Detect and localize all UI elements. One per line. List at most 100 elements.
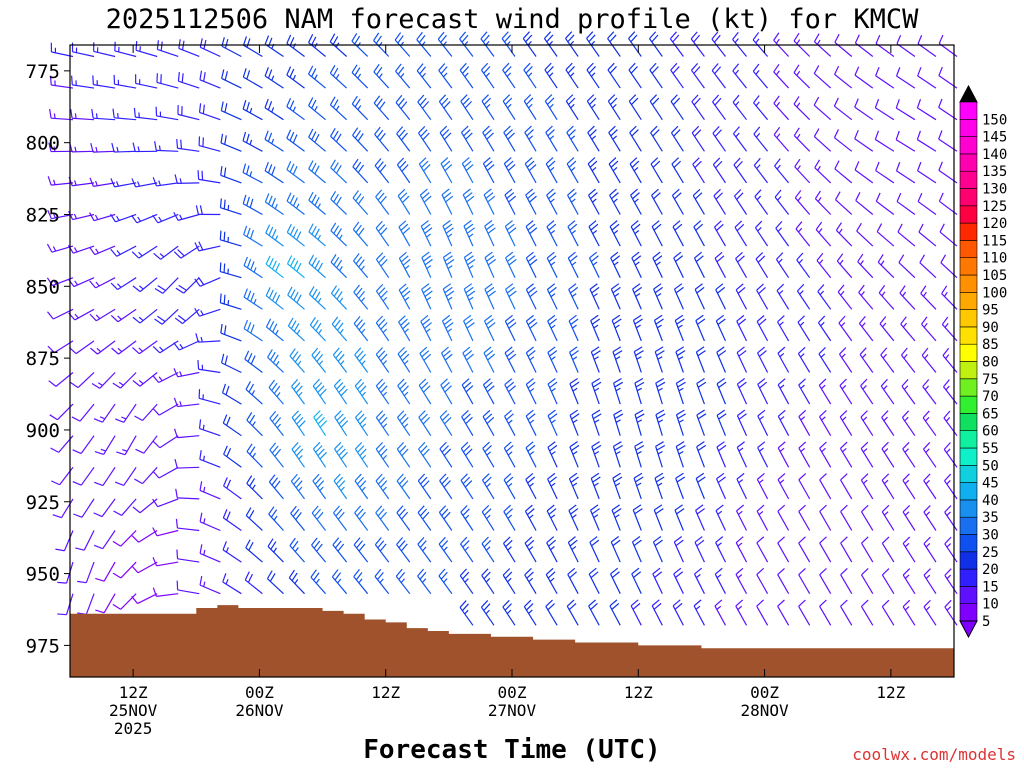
- barb-half-flag: [572, 356, 578, 361]
- barb-flag: [504, 66, 512, 74]
- barb-half-flag: [549, 103, 554, 109]
- barb-flag: [943, 410, 951, 419]
- colorbar-tick-label: 40: [982, 493, 999, 509]
- barb-flag: [89, 212, 95, 221]
- barb-flag: [485, 192, 494, 199]
- barb-shaft: [438, 543, 453, 563]
- barb-flag: [548, 286, 557, 294]
- wind-barb: [798, 473, 811, 500]
- barb-flag: [854, 98, 859, 108]
- barb-flag: [508, 195, 517, 203]
- wind-barb: [544, 62, 558, 89]
- barb-flag: [653, 536, 662, 543]
- barb-flag: [838, 315, 846, 324]
- barb-flag: [91, 108, 94, 119]
- barb-flag: [249, 198, 254, 208]
- barb-flag: [656, 350, 665, 356]
- barb-shaft: [439, 448, 453, 468]
- wind-barb: [286, 192, 305, 215]
- barb-flag: [504, 34, 512, 43]
- barb-flag: [861, 568, 869, 576]
- barb-shaft: [673, 257, 684, 278]
- barb-flag: [757, 441, 766, 449]
- barb-flag: [525, 504, 533, 512]
- barb-shaft: [875, 170, 895, 184]
- wind-barb: [47, 176, 74, 186]
- barb-flag: [334, 540, 342, 549]
- barb-flag: [693, 599, 702, 607]
- barb-shaft: [354, 512, 369, 531]
- wind-barb: [879, 316, 895, 342]
- wind-barb: [463, 251, 476, 278]
- barb-half-flag: [421, 578, 427, 583]
- barb-flag: [818, 378, 827, 386]
- barb-half-flag: [314, 106, 318, 112]
- barb-flag: [224, 355, 228, 365]
- barb-flag: [897, 223, 903, 233]
- barb-shaft: [291, 385, 306, 405]
- barb-flag: [716, 441, 725, 448]
- barb-flag: [462, 445, 471, 453]
- colorbar-tick-label: 50: [982, 458, 999, 474]
- wind-barb: [671, 188, 684, 215]
- barb-half-flag: [902, 322, 907, 328]
- barb-shaft: [101, 498, 116, 517]
- barb-flag: [487, 290, 496, 298]
- barb-flag: [274, 417, 282, 426]
- barb-half-flag: [271, 75, 275, 81]
- barb-flag: [752, 63, 760, 72]
- barb-flag: [566, 157, 575, 165]
- wind-barb: [156, 73, 179, 89]
- barb-shaft: [716, 415, 727, 436]
- barb-shaft: [587, 163, 600, 184]
- barb-flag: [461, 125, 469, 133]
- wind-barb: [652, 536, 663, 563]
- barb-flag: [333, 473, 341, 482]
- wind-barb: [923, 505, 937, 531]
- barb-flag: [653, 504, 663, 511]
- barb-half-flag: [529, 482, 534, 487]
- barb-half-flag: [634, 230, 640, 235]
- barb-half-flag: [796, 102, 801, 108]
- barb-flag: [333, 193, 339, 203]
- wind-barb: [397, 188, 411, 215]
- barb-shaft: [222, 581, 242, 595]
- barb-flag: [421, 283, 430, 290]
- wind-barb: [438, 94, 453, 121]
- barb-flag: [651, 188, 659, 196]
- barb-half-flag: [758, 510, 764, 516]
- wind-barb: [693, 599, 705, 626]
- barb-flag: [375, 252, 384, 260]
- barb-shaft: [544, 100, 558, 121]
- wind-barb: [941, 285, 958, 310]
- barb-flag: [379, 543, 387, 552]
- barb-half-flag: [464, 546, 470, 551]
- barb-flag: [614, 381, 624, 388]
- barb-shaft: [732, 39, 747, 57]
- wind-barb: [114, 41, 137, 58]
- barb-shaft: [334, 448, 348, 468]
- barb-shaft: [118, 340, 137, 355]
- barb-flag: [738, 413, 747, 420]
- barb-flag: [566, 599, 575, 607]
- barb-shaft: [735, 574, 748, 594]
- barb-flag: [591, 441, 600, 448]
- barb-flag: [484, 381, 493, 389]
- barb-half-flag: [904, 606, 910, 611]
- barb-shaft: [397, 385, 411, 405]
- wind-barb: [482, 378, 495, 405]
- credit-link[interactable]: coolwx.com/models: [852, 745, 1016, 764]
- barb-flag: [697, 476, 706, 483]
- wind-barb: [289, 348, 305, 373]
- barb-half-flag: [468, 233, 474, 238]
- barb-shaft: [177, 435, 200, 439]
- barb-flag: [654, 472, 664, 479]
- barb-flag: [715, 192, 724, 200]
- barb-half-flag: [821, 416, 826, 421]
- barb-flag: [398, 540, 406, 549]
- barb-flag: [486, 255, 495, 262]
- barb-half-flag: [382, 328, 388, 334]
- wind-barb: [756, 283, 769, 310]
- wind-barb: [895, 99, 916, 121]
